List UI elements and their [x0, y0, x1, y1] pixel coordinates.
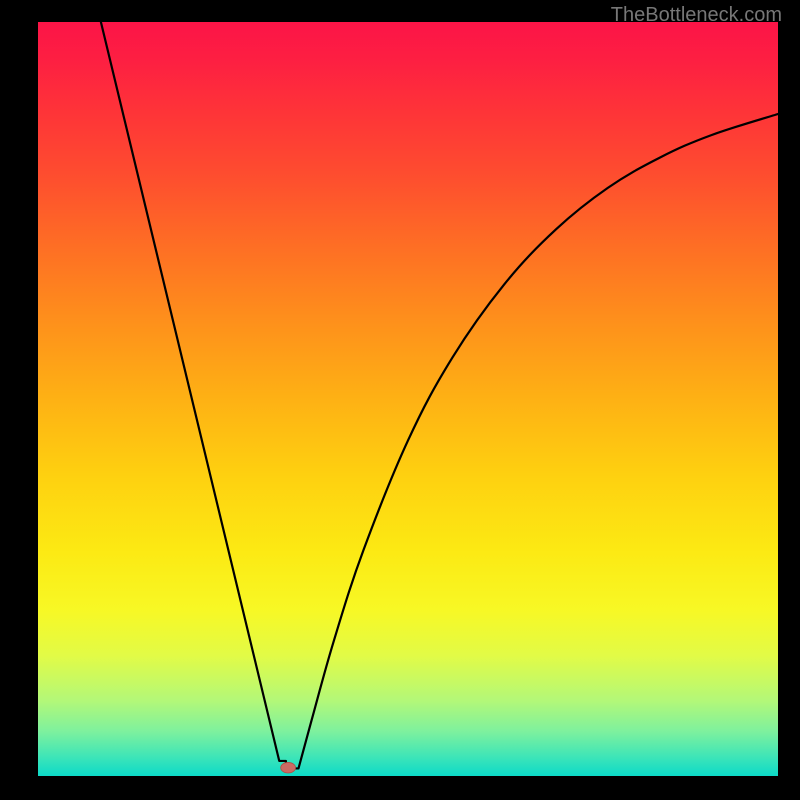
- optimum-marker: [281, 762, 296, 773]
- bottleneck-curve: [101, 22, 778, 768]
- curve-overlay: [38, 22, 778, 776]
- plot-area: [38, 22, 778, 776]
- watermark-text: TheBottleneck.com: [611, 4, 782, 27]
